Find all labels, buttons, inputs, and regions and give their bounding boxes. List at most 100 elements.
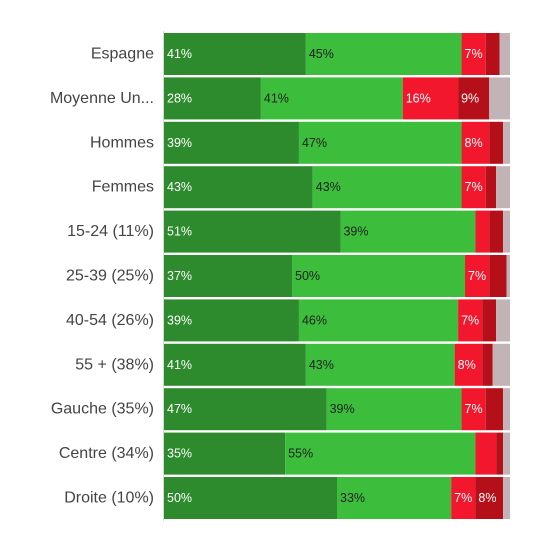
- bar-segment: [485, 166, 497, 209]
- data-label: 43%: [167, 180, 192, 194]
- data-label: 7%: [465, 402, 483, 416]
- category-label: Moyenne Un...: [50, 90, 154, 107]
- bar-segment: [496, 432, 504, 475]
- bar-segment: [260, 77, 403, 120]
- data-label: 43%: [316, 180, 341, 194]
- data-label: 51%: [167, 225, 192, 239]
- bar-segment: [503, 210, 510, 253]
- data-label: 35%: [167, 447, 192, 461]
- bar-segment: [164, 33, 306, 75]
- bar-segment: [499, 33, 510, 75]
- bar-segment: [298, 121, 462, 164]
- data-label: 7%: [468, 269, 486, 283]
- bar-segment: [164, 210, 341, 253]
- bar-segment: [164, 432, 286, 475]
- bar-segment: [305, 33, 462, 75]
- bar-segment: [465, 255, 490, 297]
- data-label: 7%: [465, 180, 483, 194]
- category-label: Centre (34%): [59, 445, 154, 462]
- bar-segment: [489, 255, 507, 297]
- data-label: 28%: [167, 91, 192, 105]
- data-label: 33%: [340, 491, 365, 505]
- bar-segment: [164, 477, 337, 519]
- bar-segment: [461, 33, 486, 75]
- category-label: 55 + (38%): [75, 356, 154, 373]
- data-label: 7%: [454, 491, 472, 505]
- data-label: 41%: [167, 47, 192, 61]
- data-label: 9%: [461, 91, 479, 105]
- bar-segment: [461, 388, 486, 431]
- bar-segment: [337, 477, 452, 519]
- bar-segment: [402, 77, 459, 120]
- bar-segment: [489, 121, 504, 164]
- bar-segment: [492, 343, 510, 386]
- bar-segment: [503, 121, 510, 164]
- category-label: Espagne: [91, 46, 154, 63]
- category-label: Droite (10%): [64, 490, 154, 507]
- bar-segment: [489, 210, 504, 253]
- data-label: 45%: [309, 47, 334, 61]
- data-label: 8%: [465, 136, 483, 150]
- category-label: 25-39 (25%): [66, 268, 154, 285]
- data-label: 50%: [167, 491, 192, 505]
- data-label: 47%: [167, 402, 192, 416]
- data-label: 7%: [465, 47, 483, 61]
- data-label: 8%: [458, 358, 476, 372]
- bar-segment: [312, 166, 462, 209]
- data-label: 43%: [309, 358, 334, 372]
- data-label: 47%: [302, 136, 327, 150]
- bar-segment: [285, 432, 476, 475]
- bar-segment: [164, 343, 306, 386]
- bar-segment: [298, 299, 459, 342]
- data-label: 39%: [167, 136, 192, 150]
- bar-segment: [475, 477, 504, 519]
- bar-segment: [451, 477, 476, 519]
- bar-segment: [482, 343, 493, 386]
- bar-segment: [485, 388, 504, 431]
- data-label: 16%: [406, 91, 431, 105]
- bar-segment: [496, 166, 510, 209]
- bar-segment: [482, 299, 497, 342]
- data-label: 7%: [461, 313, 479, 327]
- bar-segment: [496, 299, 510, 342]
- data-label: 39%: [343, 225, 368, 239]
- bar-segment: [305, 343, 455, 386]
- bar-segment: [164, 121, 299, 164]
- bar-segment: [461, 121, 490, 164]
- bar-segment: [489, 77, 510, 120]
- bar-segment: [458, 299, 483, 342]
- bar-segment: [503, 432, 510, 475]
- bar-segment: [503, 477, 510, 519]
- data-label: 8%: [478, 491, 496, 505]
- bar-segment: [454, 343, 483, 386]
- bar-segment: [475, 432, 497, 475]
- category-labels: Espagne Moyenne Un... Hommes Femmes 15-24 (1…: [50, 46, 154, 507]
- bar-segment: [340, 210, 476, 253]
- bar-segment: [164, 255, 293, 297]
- data-label: 39%: [167, 313, 192, 327]
- data-label: 39%: [330, 402, 355, 416]
- category-label: Gauche (35%): [51, 401, 154, 418]
- bar-segment: [461, 166, 486, 209]
- data-label: 37%: [167, 269, 192, 283]
- data-label: 50%: [295, 269, 320, 283]
- category-label: Hommes: [90, 134, 154, 151]
- data-label: 46%: [302, 313, 327, 327]
- bar-segment: [485, 33, 500, 75]
- bar-segment: [164, 299, 299, 342]
- bar-segment: [164, 388, 327, 431]
- bar-area: 41% 45% 7% 28% 41% 16% 9% 39% 47% 8% 43% 43% 7% 51% 39…: [164, 33, 510, 519]
- bar-segment: [164, 166, 313, 209]
- bar-segment: [164, 77, 261, 120]
- bar-segment: [326, 388, 462, 431]
- category-label: 15-24 (11%): [67, 223, 154, 240]
- bar-segment: [503, 388, 510, 431]
- data-label: 55%: [288, 447, 313, 461]
- category-label: 40-54 (26%): [66, 312, 154, 329]
- data-label: 41%: [264, 91, 289, 105]
- bar-segment: [475, 210, 490, 253]
- bar-segment: [292, 255, 466, 297]
- bar-segment: [458, 77, 490, 120]
